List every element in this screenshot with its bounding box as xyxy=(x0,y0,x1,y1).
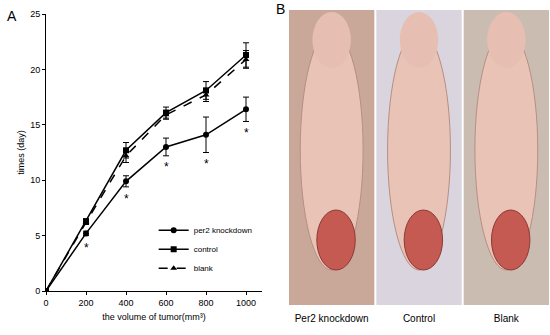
svg-text:0: 0 xyxy=(43,298,48,308)
svg-text:Per2 knockdown: Per2 knockdown xyxy=(295,313,369,324)
svg-text:10: 10 xyxy=(30,175,40,185)
svg-text:*: * xyxy=(164,160,169,174)
svg-text:A: A xyxy=(7,8,17,24)
svg-text:1000: 1000 xyxy=(236,298,256,308)
svg-text:600: 600 xyxy=(158,298,173,308)
svg-text:800: 800 xyxy=(198,298,213,308)
svg-text:5: 5 xyxy=(35,231,40,241)
svg-text:*: * xyxy=(124,192,129,206)
svg-text:times (day): times (day) xyxy=(16,130,26,175)
svg-text:per2 knockdown: per2 knockdown xyxy=(194,226,252,235)
svg-text:15: 15 xyxy=(30,120,40,130)
svg-text:*: * xyxy=(244,126,249,140)
svg-text:20: 20 xyxy=(30,65,40,75)
svg-text:25: 25 xyxy=(30,9,40,19)
svg-text:200: 200 xyxy=(78,298,93,308)
svg-text:400: 400 xyxy=(118,298,133,308)
svg-text:control: control xyxy=(194,245,218,254)
svg-text:blank: blank xyxy=(194,264,214,273)
svg-text:the volume of tumor(mm³): the volume of tumor(mm³) xyxy=(102,312,206,322)
svg-text:Blank: Blank xyxy=(494,313,520,324)
svg-text:0: 0 xyxy=(35,286,40,296)
svg-text:B: B xyxy=(276,1,285,17)
svg-text:*: * xyxy=(84,241,89,255)
svg-text:*: * xyxy=(204,157,209,171)
svg-text:Control: Control xyxy=(403,313,435,324)
